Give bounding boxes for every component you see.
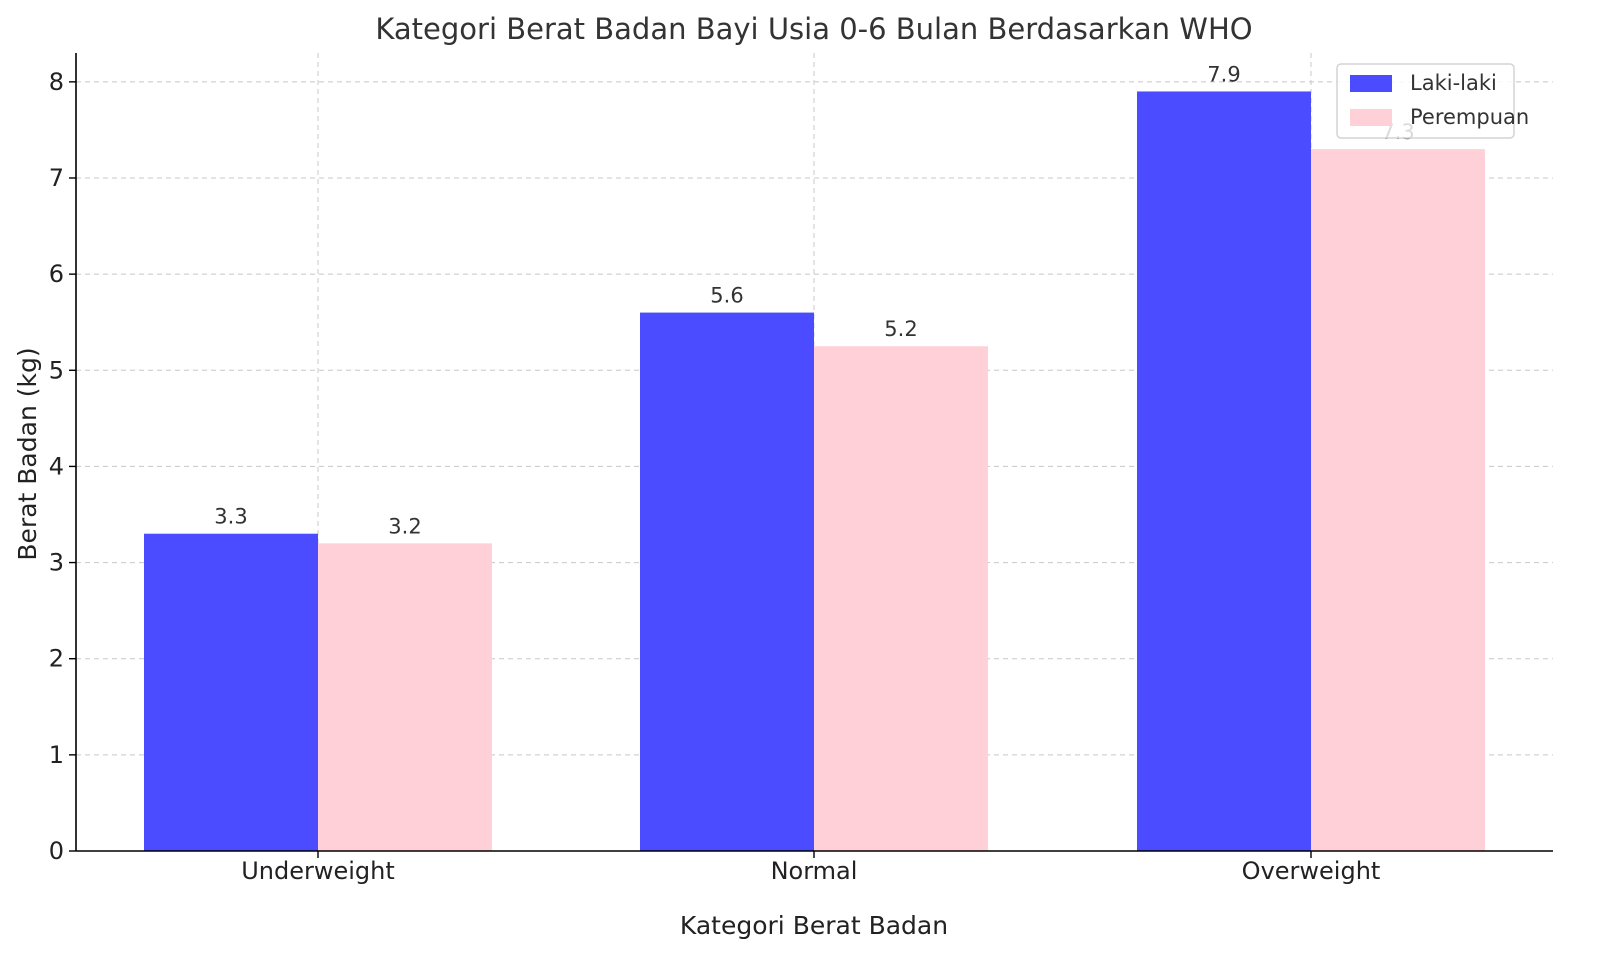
chart-title: Kategori Berat Badan Bayi Usia 0-6 Bulan… (375, 12, 1252, 46)
y-tick-label-4: 4 (49, 452, 64, 480)
y-tick-label-6: 6 (49, 260, 64, 288)
y-axis-title: Berat Badan (kg) (13, 347, 42, 560)
legend: Laki-laki Perempuan (1336, 63, 1529, 139)
bar-laki-laki-overweight (1137, 91, 1311, 852)
bar-perempuan-underweight (318, 543, 492, 851)
y-tick-label-0: 0 (49, 837, 64, 865)
x-tick-label-underweight: Underweight (241, 857, 395, 885)
bar-laki-laki-normal (640, 312, 814, 852)
y-tick-label-8: 8 (49, 68, 64, 96)
bar-value-label-laki-laki-normal: 5.6 (710, 284, 743, 308)
legend-label-laki-laki: Laki-laki (1410, 71, 1497, 95)
bars-layer (144, 91, 1485, 852)
y-tick-label-1: 1 (49, 741, 64, 769)
legend-label-perempuan: Perempuan (1410, 105, 1529, 129)
y-tick-label-2: 2 (49, 645, 64, 673)
bar-value-label-perempuan-normal: 5.2 (884, 317, 917, 341)
bar-value-label-perempuan-underweight: 3.2 (388, 514, 421, 538)
x-axis-title: Kategori Berat Badan (680, 911, 948, 940)
bar-value-label-laki-laki-overweight: 7.9 (1207, 62, 1240, 86)
bar-laki-laki-underweight (144, 533, 318, 851)
y-tick-label-7: 7 (49, 164, 64, 192)
legend-swatch-laki-laki (1350, 75, 1392, 92)
bar-value-label-laki-laki-underweight: 3.3 (214, 505, 247, 529)
bar-perempuan-normal (814, 346, 988, 851)
x-tick-label-overweight: Overweight (1242, 857, 1381, 885)
bar-perempuan-overweight (1311, 149, 1485, 851)
y-tick-label-5: 5 (49, 356, 64, 384)
legend-swatch-perempuan (1350, 109, 1392, 126)
axes-layer (69, 53, 1553, 858)
y-tick-label-3: 3 (49, 549, 64, 577)
x-tick-label-normal: Normal (771, 857, 858, 885)
